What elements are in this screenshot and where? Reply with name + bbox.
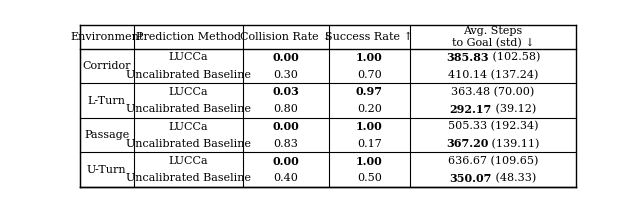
- Text: U-Turn: U-Turn: [87, 165, 127, 175]
- Text: 0.03: 0.03: [273, 87, 300, 97]
- Text: LUCCa: LUCCa: [168, 52, 208, 63]
- Text: LUCCa: LUCCa: [168, 122, 208, 131]
- Text: Avg. Steps
to Goal (std) ↓: Avg. Steps to Goal (std) ↓: [452, 26, 534, 48]
- Text: 367.20: 367.20: [446, 138, 488, 149]
- Text: 1.00: 1.00: [356, 156, 383, 167]
- Text: 0.20: 0.20: [357, 104, 382, 114]
- Text: Corridor: Corridor: [83, 61, 131, 71]
- Text: Environment: Environment: [70, 32, 143, 42]
- Text: LUCCa: LUCCa: [168, 156, 208, 166]
- Text: (39.12): (39.12): [492, 104, 536, 114]
- Text: 292.17: 292.17: [450, 104, 492, 115]
- Text: (139.11): (139.11): [488, 139, 540, 149]
- Text: Uncalibrated Baseline: Uncalibrated Baseline: [125, 70, 251, 80]
- Text: 0.00: 0.00: [273, 121, 300, 132]
- Text: 1.00: 1.00: [356, 121, 383, 132]
- Text: 0.70: 0.70: [357, 70, 382, 80]
- Text: Success Rate ↑: Success Rate ↑: [326, 32, 413, 42]
- Text: 1.00: 1.00: [356, 52, 383, 63]
- Text: 0.80: 0.80: [273, 104, 298, 114]
- Text: Collision Rate ↓: Collision Rate ↓: [240, 32, 332, 42]
- Text: 505.33 (192.34): 505.33 (192.34): [447, 121, 538, 132]
- Text: (102.58): (102.58): [488, 52, 540, 63]
- Text: Uncalibrated Baseline: Uncalibrated Baseline: [125, 173, 251, 183]
- Text: 385.83: 385.83: [446, 52, 488, 63]
- Text: Passage: Passage: [84, 130, 129, 140]
- Text: 0.17: 0.17: [357, 139, 382, 149]
- Text: Uncalibrated Baseline: Uncalibrated Baseline: [125, 139, 251, 149]
- Text: Uncalibrated Baseline: Uncalibrated Baseline: [125, 104, 251, 114]
- Text: 363.48 (70.00): 363.48 (70.00): [451, 87, 534, 97]
- Text: 0.40: 0.40: [273, 173, 298, 183]
- Text: LUCCa: LUCCa: [168, 87, 208, 97]
- Text: 0.83: 0.83: [273, 139, 298, 149]
- Text: 0.00: 0.00: [273, 52, 300, 63]
- Text: 0.30: 0.30: [273, 70, 298, 80]
- Text: Prediction Method: Prediction Method: [136, 32, 241, 42]
- Text: 350.07: 350.07: [450, 173, 492, 184]
- Text: 410.14 (137.24): 410.14 (137.24): [448, 70, 538, 80]
- Text: (48.33): (48.33): [492, 173, 536, 183]
- Text: 0.97: 0.97: [356, 87, 383, 97]
- Text: 0.00: 0.00: [273, 156, 300, 167]
- Text: L-Turn: L-Turn: [88, 96, 126, 106]
- Text: 0.50: 0.50: [357, 173, 382, 183]
- Text: 636.67 (109.65): 636.67 (109.65): [448, 156, 538, 166]
